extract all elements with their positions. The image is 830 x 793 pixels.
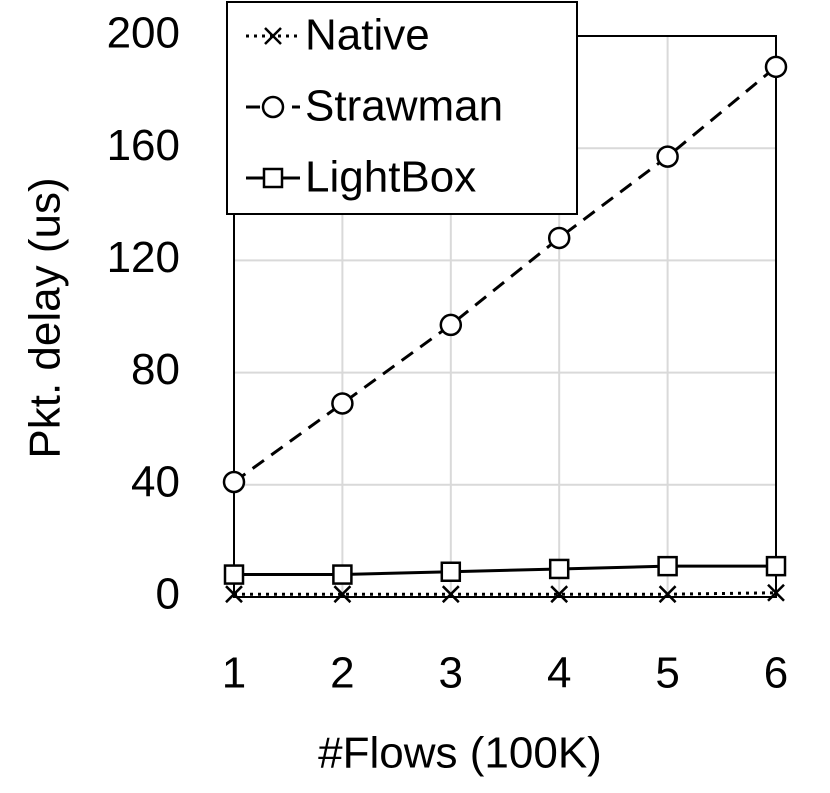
marker [658, 585, 677, 604]
series-line [233, 65, 777, 484]
series-line [234, 564, 776, 577]
marker [765, 555, 787, 577]
marker [264, 27, 282, 45]
marker [225, 585, 243, 604]
x-tick-label: 5 [655, 649, 679, 698]
y-axis-label: Pkt. delay (us) [21, 177, 70, 458]
marker [262, 167, 284, 189]
x-axis-label: #Flows (100K) [318, 729, 602, 778]
legend-label: Strawman [305, 82, 503, 131]
marker [657, 555, 678, 577]
marker [547, 226, 571, 250]
x-tick-label: 6 [764, 649, 788, 698]
marker [439, 313, 463, 337]
marker [440, 561, 462, 583]
y-tick-label: 40 [131, 457, 180, 506]
marker [223, 564, 245, 585]
marker [441, 585, 460, 604]
y-tick-label: 200 [107, 9, 180, 58]
marker [261, 95, 285, 119]
legend-label: LightBox [305, 153, 476, 202]
marker [764, 55, 788, 79]
y-tick-label: 0 [156, 570, 180, 619]
y-tick-label: 160 [107, 121, 180, 170]
marker [333, 585, 352, 604]
marker [767, 583, 785, 602]
y-tick-label: 120 [107, 233, 180, 282]
series-line [234, 591, 777, 596]
y-tick-label: 80 [131, 345, 180, 394]
x-tick-label: 1 [222, 649, 246, 698]
marker [331, 392, 354, 415]
marker [548, 558, 570, 580]
marker [656, 145, 679, 168]
marker [332, 564, 353, 585]
legend: Native Strawman LightBox [226, 1, 578, 215]
x-tick-label: 4 [547, 649, 571, 698]
marker [222, 470, 246, 494]
marker [550, 585, 569, 604]
x-tick-label: 2 [330, 649, 354, 698]
x-tick-label: 3 [439, 649, 463, 698]
legend-label: Native [305, 11, 430, 60]
